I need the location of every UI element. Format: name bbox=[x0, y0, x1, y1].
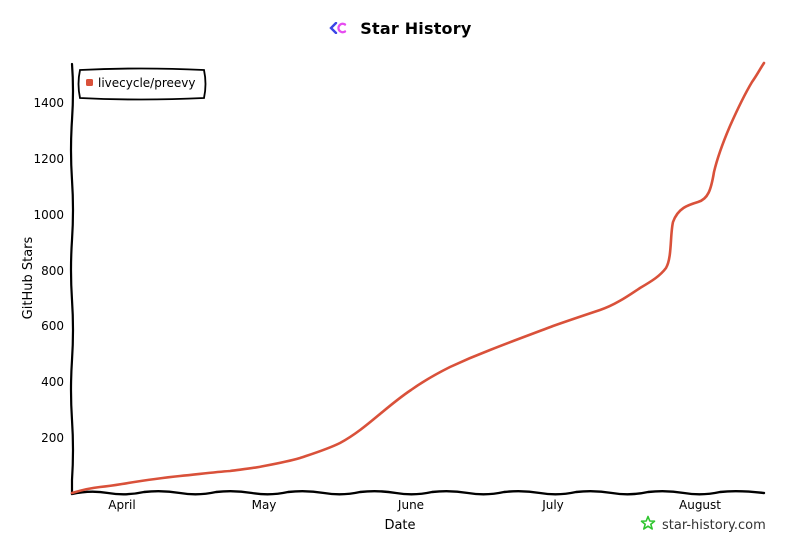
legend-swatch bbox=[86, 79, 93, 86]
y-tick-label: 1400 bbox=[33, 96, 64, 110]
y-tick-labels: 200 400 600 800 1000 1200 1400 bbox=[33, 96, 64, 445]
y-axis-title: GitHub Stars bbox=[21, 236, 36, 319]
y-axis bbox=[69, 62, 75, 496]
x-tick-label: June bbox=[397, 498, 424, 512]
x-tick-label: April bbox=[108, 498, 135, 512]
y-tick-label: 600 bbox=[41, 319, 64, 333]
watermark-text: star-history.com bbox=[662, 517, 766, 533]
legend-label: livecycle/preevy bbox=[98, 76, 195, 90]
legend: livecycle/preevy bbox=[77, 67, 207, 101]
x-tick-label: August bbox=[679, 498, 721, 512]
star-icon bbox=[640, 515, 656, 535]
y-tick-label: 200 bbox=[41, 431, 64, 445]
y-tick-label: 1000 bbox=[33, 208, 64, 222]
chart-title-text: Star History bbox=[360, 19, 472, 38]
star-history-logo-icon bbox=[328, 19, 347, 38]
chart-title: Star History bbox=[0, 18, 800, 38]
legend-box bbox=[77, 67, 207, 101]
x-tick-label: May bbox=[252, 498, 277, 512]
x-axis-title: Date bbox=[384, 518, 415, 533]
y-tick-label: 800 bbox=[41, 264, 64, 278]
x-tick-labels: April May June July August bbox=[108, 498, 721, 512]
y-tick-label: 1200 bbox=[33, 152, 64, 166]
series-line-livecycle-preevy bbox=[70, 61, 766, 495]
watermark[interactable]: star-history.com bbox=[640, 515, 766, 535]
y-tick-label: 400 bbox=[41, 375, 64, 389]
x-tick-label: July bbox=[541, 498, 564, 512]
x-axis bbox=[70, 490, 766, 496]
